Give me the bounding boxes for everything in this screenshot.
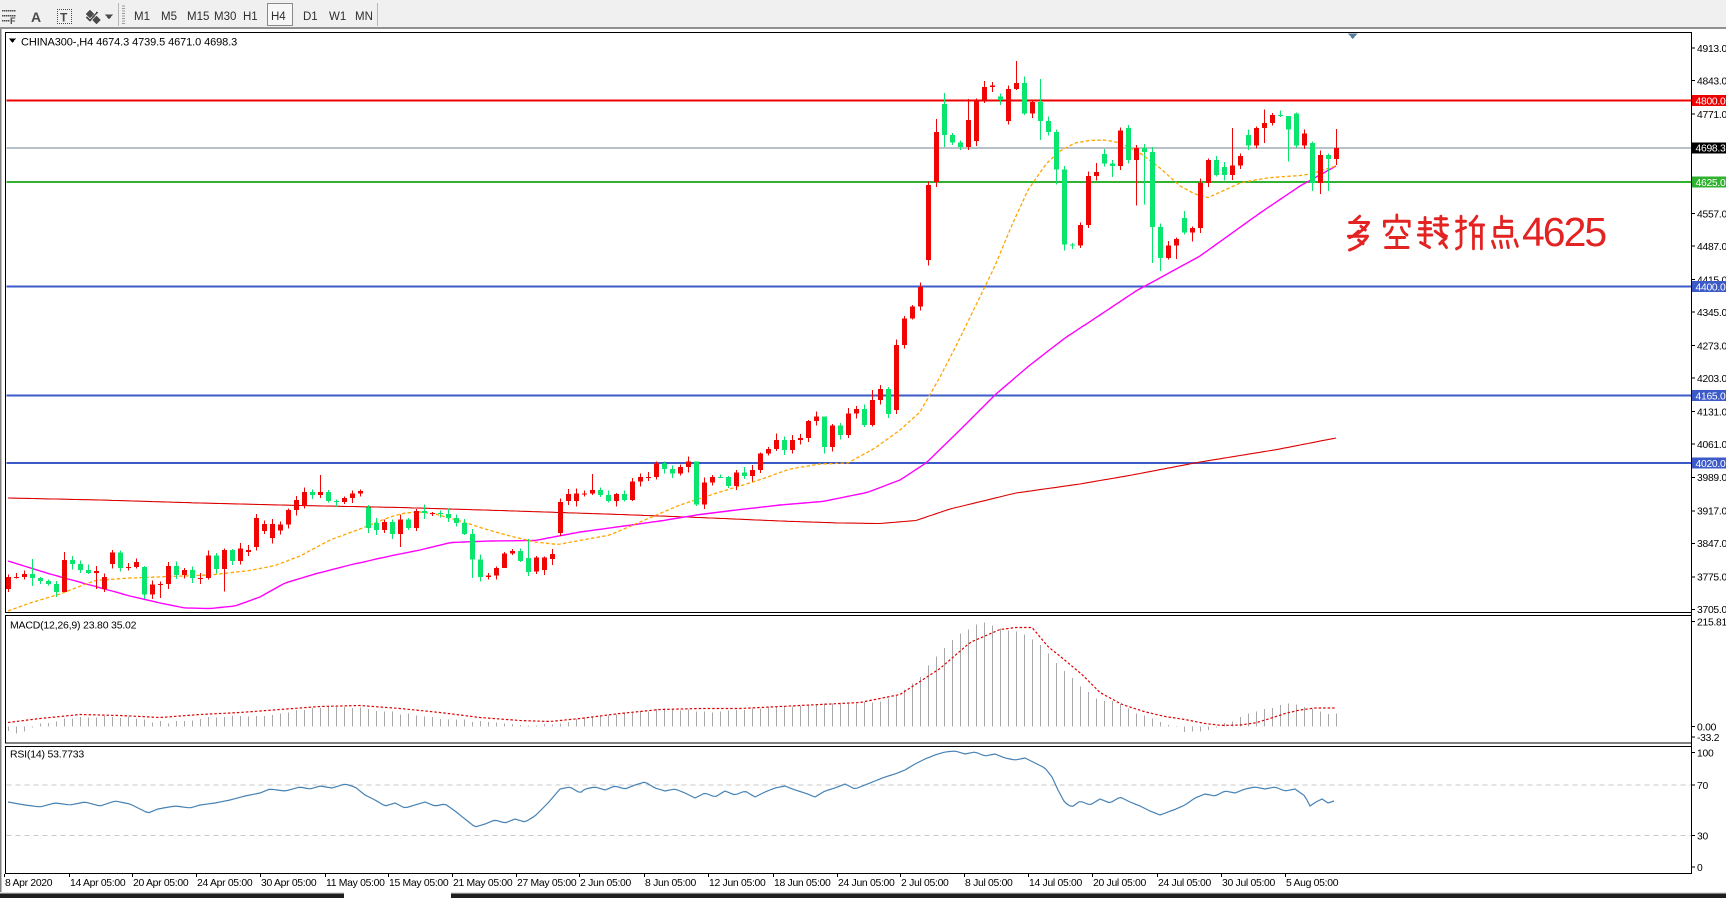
- svg-text:4625: 4625: [1522, 209, 1606, 255]
- svg-text:18 Jun 05:00: 18 Jun 05:00: [774, 878, 831, 889]
- svg-text:4771.0: 4771.0: [1697, 110, 1726, 121]
- svg-text:4557.0: 4557.0: [1697, 209, 1726, 220]
- svg-text:M5: M5: [161, 11, 177, 23]
- svg-text:2 Jun 05:00: 2 Jun 05:00: [580, 878, 632, 889]
- svg-text:3917.0: 3917.0: [1697, 507, 1726, 518]
- svg-text:3705.0: 3705.0: [1697, 605, 1726, 616]
- svg-text:4020.0: 4020.0: [1696, 459, 1726, 470]
- svg-text:4843.0: 4843.0: [1697, 77, 1726, 88]
- svg-text:215.81: 215.81: [1697, 617, 1726, 628]
- svg-text:4625.0: 4625.0: [1696, 178, 1726, 189]
- svg-text:3847.0: 3847.0: [1697, 539, 1726, 550]
- svg-text:8 Apr 2020: 8 Apr 2020: [5, 878, 53, 889]
- svg-text:4203.0: 4203.0: [1697, 374, 1726, 385]
- svg-text:T: T: [60, 11, 68, 25]
- svg-text:70: 70: [1697, 781, 1708, 792]
- svg-text:MN: MN: [355, 11, 373, 23]
- svg-text:4913.0: 4913.0: [1697, 44, 1726, 55]
- svg-text:F: F: [10, 16, 16, 26]
- svg-text:8 Jul 05:00: 8 Jul 05:00: [965, 878, 1013, 889]
- svg-text:11 May 05:00: 11 May 05:00: [326, 878, 385, 889]
- svg-text:-33.2: -33.2: [1697, 733, 1720, 744]
- svg-text:0.00: 0.00: [1697, 722, 1717, 733]
- svg-text:5 Aug 05:00: 5 Aug 05:00: [1286, 878, 1339, 889]
- svg-text:2 Jul 05:00: 2 Jul 05:00: [901, 878, 949, 889]
- svg-text:MACD(12,26,9) 23.80 35.02: MACD(12,26,9) 23.80 35.02: [10, 620, 137, 632]
- svg-text:15 May 05:00: 15 May 05:00: [389, 878, 449, 889]
- svg-text:30: 30: [1697, 831, 1708, 842]
- svg-text:24 Jun 05:00: 24 Jun 05:00: [838, 878, 895, 889]
- svg-text:4273.0: 4273.0: [1697, 341, 1726, 352]
- svg-text:100: 100: [1697, 748, 1714, 759]
- svg-text:3775.0: 3775.0: [1697, 573, 1726, 584]
- svg-text:21 May 05:00: 21 May 05:00: [453, 878, 513, 889]
- svg-text:4400.0: 4400.0: [1696, 282, 1726, 293]
- svg-text:4345.0: 4345.0: [1697, 308, 1726, 319]
- svg-text:A: A: [31, 9, 41, 25]
- svg-text:0: 0: [1697, 863, 1703, 874]
- svg-text:4487.0: 4487.0: [1697, 242, 1726, 253]
- svg-text:4800.0: 4800.0: [1696, 97, 1726, 108]
- svg-text:4061.0: 4061.0: [1697, 440, 1726, 451]
- svg-text:30 Apr 05:00: 30 Apr 05:00: [261, 878, 317, 889]
- svg-text:4131.0: 4131.0: [1697, 407, 1726, 418]
- svg-text:M15: M15: [187, 11, 209, 23]
- svg-text:3989.0: 3989.0: [1697, 473, 1726, 484]
- svg-text:27 May 05:00: 27 May 05:00: [517, 878, 577, 889]
- svg-text:8 Jun 05:00: 8 Jun 05:00: [645, 878, 697, 889]
- svg-text:20 Jul 05:00: 20 Jul 05:00: [1093, 878, 1147, 889]
- svg-text:30 Jul 05:00: 30 Jul 05:00: [1222, 878, 1276, 889]
- svg-text:24 Jul 05:00: 24 Jul 05:00: [1158, 878, 1212, 889]
- svg-text:M30: M30: [214, 11, 236, 23]
- svg-text:RSI(14) 53.7733: RSI(14) 53.7733: [10, 749, 84, 761]
- svg-text:D1: D1: [303, 11, 318, 23]
- svg-text:H1: H1: [243, 11, 258, 23]
- svg-text:24 Apr 05:00: 24 Apr 05:00: [197, 878, 253, 889]
- svg-text:W1: W1: [329, 11, 346, 23]
- svg-text:14 Jul 05:00: 14 Jul 05:00: [1029, 878, 1083, 889]
- svg-text:CHINA300-,H4 4674.3 4739.5 46: CHINA300-,H4 4674.3 4739.5 4671.0 4698.3: [21, 37, 237, 49]
- svg-text:M1: M1: [134, 11, 150, 23]
- svg-text:14 Apr 05:00: 14 Apr 05:00: [70, 878, 126, 889]
- svg-text:4165.0: 4165.0: [1696, 392, 1726, 403]
- svg-text:12 Jun 05:00: 12 Jun 05:00: [709, 878, 766, 889]
- svg-text:H4: H4: [271, 11, 286, 23]
- svg-text:20 Apr 05:00: 20 Apr 05:00: [133, 878, 189, 889]
- svg-text:4698.3: 4698.3: [1696, 144, 1726, 155]
